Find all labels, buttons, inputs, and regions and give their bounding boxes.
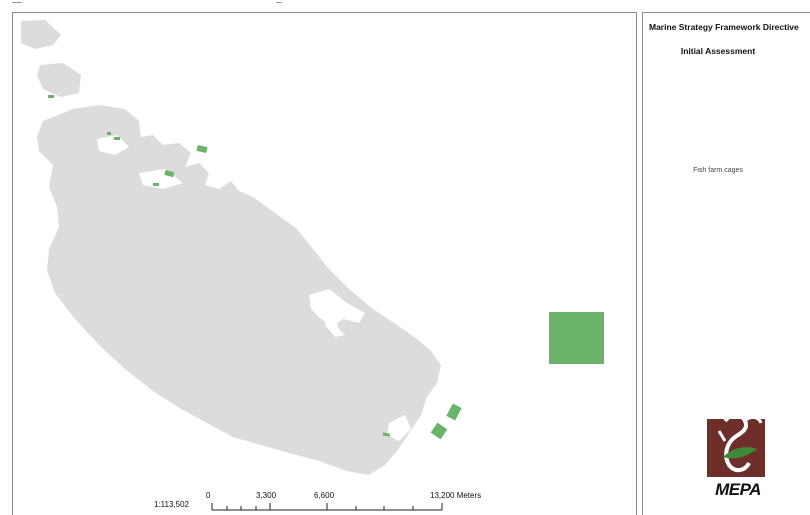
harbour-grand [309, 289, 365, 327]
bay-north [97, 135, 129, 155]
frame-mark [12, 2, 22, 3]
fish-farm-cage [549, 312, 604, 364]
map-canvas [21, 20, 604, 475]
panel-subtitle: Initial Assessment [680, 46, 756, 56]
logo-text: MEPA [715, 480, 761, 499]
harbour-marsaxlokk [387, 415, 411, 441]
islet-small [37, 63, 81, 97]
frame-mark [276, 2, 282, 3]
fish-farm-cage [446, 403, 462, 421]
scale-tick-label: 3,300 [256, 491, 277, 500]
islet-top [21, 20, 61, 49]
scale-tick-label: 0 [206, 491, 211, 500]
map-frame [12, 12, 637, 515]
fish-farm-cage [114, 137, 120, 140]
fish-farm-cage [430, 422, 448, 440]
fish-farm-cage [196, 145, 208, 153]
panel-title: Marine Strategy Framework Directive [649, 22, 799, 32]
legend-item-label: Fish farm cages [693, 167, 743, 174]
fish-farm-cage [153, 183, 159, 186]
mepa-logo-icon [707, 413, 765, 477]
legend-panel: Marine Strategy Framework Directive Init… [642, 12, 810, 515]
fish-farm-cage [48, 95, 54, 98]
scale-tick-label: 6,600 [314, 491, 335, 500]
fish-farm-cage [382, 432, 391, 437]
malta-island [37, 105, 441, 475]
harbour-inlet [325, 309, 345, 337]
fish-farm-cage [164, 170, 175, 178]
scale-ratio: 1:113,502 [154, 500, 189, 509]
scale-bar [211, 503, 443, 511]
bay-mellieha [139, 169, 183, 189]
scale-tick-label: 13,200 Meters [430, 491, 482, 500]
fish-farm-cage [107, 132, 111, 135]
